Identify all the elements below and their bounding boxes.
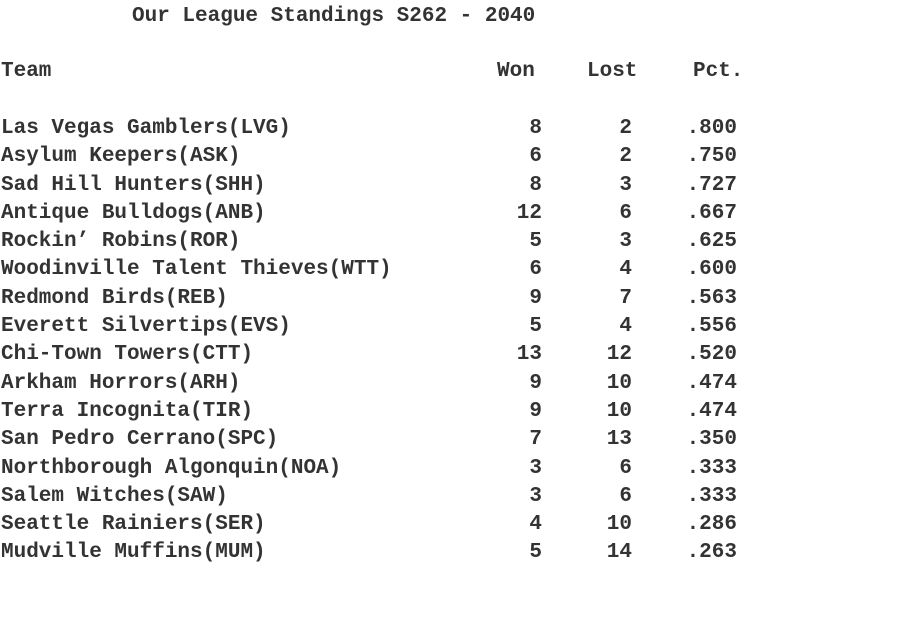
pct-value: .800 [686, 117, 737, 140]
team-name: Asylum Keepers(ASK) [1, 145, 241, 169]
lost-value: 7 [619, 286, 632, 310]
lost-value: 2 [619, 117, 632, 140]
pct-value: .727 [686, 173, 737, 197]
lost-value: 6 [619, 201, 632, 225]
pct-value: .350 [686, 428, 737, 452]
team-name: Everett Silvertips(EVS) [1, 315, 291, 339]
team-name: Woodinville Talent Thieves(WTT) [1, 258, 392, 282]
page-title: Our League Standings S262 - 2040 [132, 5, 536, 28]
pct-value: .286 [686, 513, 737, 537]
pct-value: .750 [686, 145, 737, 169]
team-name: Northborough Algonquin(NOA) [1, 456, 342, 480]
lost-value: 3 [619, 230, 632, 254]
header-lost: Lost [587, 60, 638, 83]
won-value: 3 [529, 456, 542, 480]
table-row: Seattle Rainiers(SER) 4 10 .286 [0, 511, 902, 539]
table-header: Team Won Lost Pct. [0, 58, 902, 86]
lost-value: 10 [606, 513, 632, 537]
pct-value: .667 [686, 201, 737, 225]
won-value: 4 [529, 513, 542, 537]
standings-table: Las Vegas Gamblers(LVG) 8 2 .800 Asylum … [0, 115, 902, 568]
pct-value: .563 [686, 286, 737, 310]
pct-value: .520 [686, 343, 737, 367]
lost-value: 10 [606, 371, 632, 395]
team-name: Chi-Town Towers(CTT) [1, 343, 254, 367]
won-value: 5 [529, 315, 542, 339]
table-row: Woodinville Talent Thieves(WTT) 6 4 .600 [0, 256, 902, 284]
won-value: 9 [529, 371, 542, 395]
table-row: Rockin’ Robins(ROR) 5 3 .625 [0, 228, 902, 256]
team-name: San Pedro Cerrano(SPC) [1, 428, 279, 452]
won-value: 9 [529, 399, 542, 423]
lost-value: 6 [619, 456, 632, 480]
team-name: Mudville Muffins(MUM) [1, 541, 266, 565]
pct-value: .333 [686, 484, 737, 508]
table-row: Terra Incognita(TIR) 9 10 .474 [0, 398, 902, 426]
table-row: Sad Hill Hunters(SHH) 8 3 .727 [0, 172, 902, 200]
won-value: 5 [529, 541, 542, 565]
lost-value: 6 [619, 484, 632, 508]
header-pct: Pct. [693, 60, 744, 83]
team-name: Rockin’ Robins(ROR) [1, 230, 241, 254]
table-row: Everett Silvertips(EVS) 5 4 .556 [0, 313, 902, 341]
team-name: Seattle Rainiers(SER) [1, 513, 266, 537]
table-row: Arkham Horrors(ARH) 9 10 .474 [0, 370, 902, 398]
team-name: Arkham Horrors(ARH) [1, 371, 241, 395]
won-value: 12 [516, 201, 542, 225]
won-value: 6 [529, 145, 542, 169]
won-value: 6 [529, 258, 542, 282]
lost-value: 12 [606, 343, 632, 367]
pct-value: .263 [686, 541, 737, 565]
table-row: Las Vegas Gamblers(LVG) 8 2 .800 [0, 115, 902, 143]
table-row: Salem Witches(SAW) 3 6 .333 [0, 483, 902, 511]
team-name: Antique Bulldogs(ANB) [1, 201, 266, 225]
table-row: Asylum Keepers(ASK) 6 2 .750 [0, 143, 902, 171]
pct-value: .556 [686, 315, 737, 339]
table-row: San Pedro Cerrano(SPC) 7 13 .350 [0, 426, 902, 454]
lost-value: 3 [619, 173, 632, 197]
pct-value: .474 [686, 371, 737, 395]
lost-value: 14 [606, 541, 632, 565]
table-row: Northborough Algonquin(NOA) 3 6 .333 [0, 455, 902, 483]
team-name: Salem Witches(SAW) [1, 484, 228, 508]
won-value: 9 [529, 286, 542, 310]
table-row: Mudville Muffins(MUM) 5 14 .263 [0, 539, 902, 567]
team-name: Las Vegas Gamblers(LVG) [1, 117, 291, 140]
lost-value: 2 [619, 145, 632, 169]
won-value: 3 [529, 484, 542, 508]
pct-value: .600 [686, 258, 737, 282]
lost-value: 4 [619, 315, 632, 339]
table-row: Antique Bulldogs(ANB) 12 6 .667 [0, 200, 902, 228]
won-value: 8 [529, 173, 542, 197]
lost-value: 4 [619, 258, 632, 282]
header-won: Won [497, 60, 535, 83]
pct-value: .625 [686, 230, 737, 254]
team-name: Sad Hill Hunters(SHH) [1, 173, 266, 197]
table-row: Redmond Birds(REB) 9 7 .563 [0, 285, 902, 313]
lost-value: 10 [606, 399, 632, 423]
header-team: Team [1, 60, 52, 83]
won-value: 5 [529, 230, 542, 254]
pct-value: .474 [686, 399, 737, 423]
table-row: Chi-Town Towers(CTT) 13 12 .520 [0, 341, 902, 369]
team-name: Terra Incognita(TIR) [1, 399, 254, 423]
team-name: Redmond Birds(REB) [1, 286, 228, 310]
won-value: 7 [529, 428, 542, 452]
won-value: 13 [516, 343, 542, 367]
lost-value: 13 [606, 428, 632, 452]
pct-value: .333 [686, 456, 737, 480]
won-value: 8 [529, 117, 542, 140]
